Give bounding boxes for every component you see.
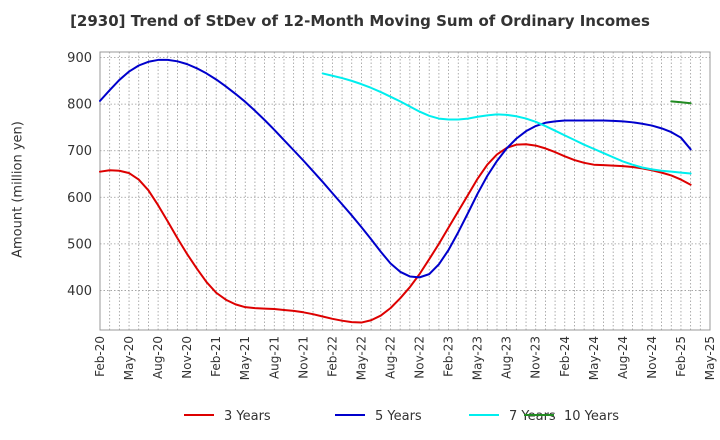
- x-tick-label: Nov-20: [180, 336, 194, 379]
- x-tick-label: Aug-21: [267, 336, 281, 379]
- x-tick-label: Feb-25: [674, 336, 688, 377]
- x-tick-label: Feb-24: [558, 336, 572, 377]
- x-tick-label: May-21: [238, 336, 252, 380]
- x-tick-label: Nov-21: [296, 336, 310, 379]
- y-tick-label: 900: [67, 51, 92, 66]
- legend-label: 10 Years: [564, 409, 619, 424]
- legend-label: 3 Years: [224, 409, 271, 424]
- x-tick-label: Aug-20: [151, 336, 165, 379]
- x-tick-label: May-22: [354, 336, 368, 380]
- plot-frame: [99, 51, 711, 331]
- x-tick-label: Nov-24: [645, 336, 659, 379]
- x-tick-label: May-23: [471, 336, 485, 380]
- x-tick-label: May-25: [703, 336, 717, 380]
- x-tick-label: Feb-23: [442, 336, 456, 377]
- x-tick-label: Aug-22: [383, 336, 397, 379]
- series-line-10-years: [670, 100, 692, 105]
- y-tick-label: 700: [67, 144, 92, 159]
- x-tick-label: Feb-22: [325, 336, 339, 377]
- y-tick-label: 800: [67, 98, 92, 113]
- x-tick-label: Nov-22: [413, 336, 427, 379]
- series-line-7-years: [321, 72, 692, 175]
- x-tick-label: Nov-23: [529, 336, 543, 379]
- x-tick-label: Aug-23: [500, 336, 514, 379]
- series-line-3-years: [99, 143, 692, 324]
- x-tick-label: Feb-20: [93, 336, 107, 377]
- legend-label: 5 Years: [375, 409, 422, 424]
- y-tick-label: 600: [67, 191, 92, 206]
- y-tick-label: 500: [67, 237, 92, 252]
- chart-title: [2930] Trend of StDev of 12-Month Moving…: [70, 12, 650, 30]
- series-line-5-years: [99, 58, 692, 279]
- legend-label: 7 Years: [509, 409, 556, 424]
- x-tick-label: Aug-24: [616, 336, 630, 379]
- x-tick-label: May-20: [122, 336, 136, 380]
- x-tick-label: Feb-21: [209, 336, 223, 377]
- y-tick-label: 400: [67, 284, 92, 299]
- x-tick-label: May-24: [587, 336, 601, 380]
